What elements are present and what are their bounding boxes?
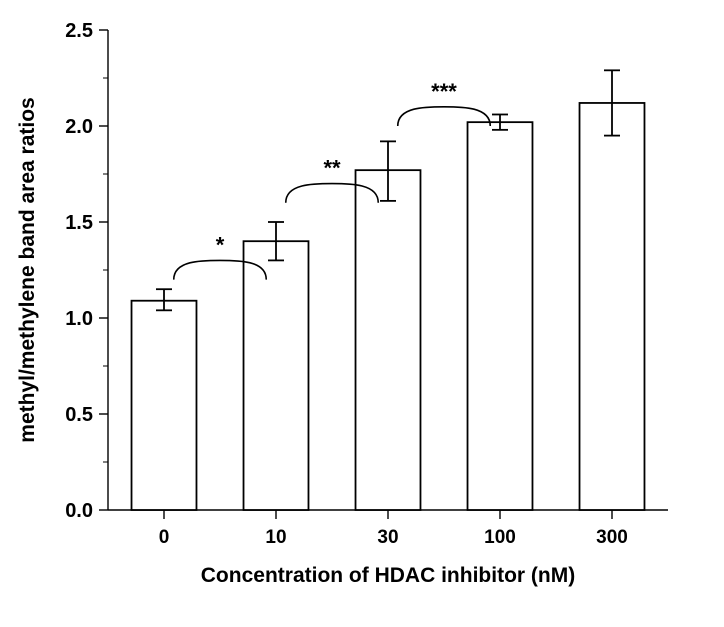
x-tick-label: 100 bbox=[484, 527, 516, 548]
x-tick-label: 0 bbox=[159, 527, 170, 548]
bar-chart: 0.0 0.5 1.0 1.5 2.0 2.5 methyl/methylene band … bbox=[0, 0, 724, 627]
y-tick-label: 0.0 bbox=[65, 500, 93, 522]
y-tick-label: 1.0 bbox=[65, 308, 93, 330]
x-tick-label: 30 bbox=[377, 527, 398, 548]
bar bbox=[580, 103, 645, 510]
significance-label: * bbox=[216, 232, 225, 257]
y-tick-label: 2.0 bbox=[65, 116, 93, 138]
y-tick-label: 2.5 bbox=[65, 20, 93, 42]
x-tick-label: 300 bbox=[596, 527, 628, 548]
significance-label: *** bbox=[431, 79, 457, 104]
x-axis-label: Concentration of HDAC inhibitor (nM) bbox=[201, 564, 575, 587]
significance-label: ** bbox=[323, 156, 341, 181]
bar bbox=[356, 170, 421, 510]
y-tick-label: 0.5 bbox=[65, 404, 93, 426]
y-tick-label: 1.5 bbox=[65, 212, 93, 234]
x-tick-label: 10 bbox=[265, 527, 286, 548]
bar bbox=[468, 122, 533, 510]
y-axis-label: methyl/methylene band area ratios bbox=[16, 97, 39, 442]
bar bbox=[244, 241, 309, 510]
chart-container: 0.0 0.5 1.0 1.5 2.0 2.5 methyl/methylene band … bbox=[0, 0, 724, 627]
bar bbox=[132, 301, 197, 510]
